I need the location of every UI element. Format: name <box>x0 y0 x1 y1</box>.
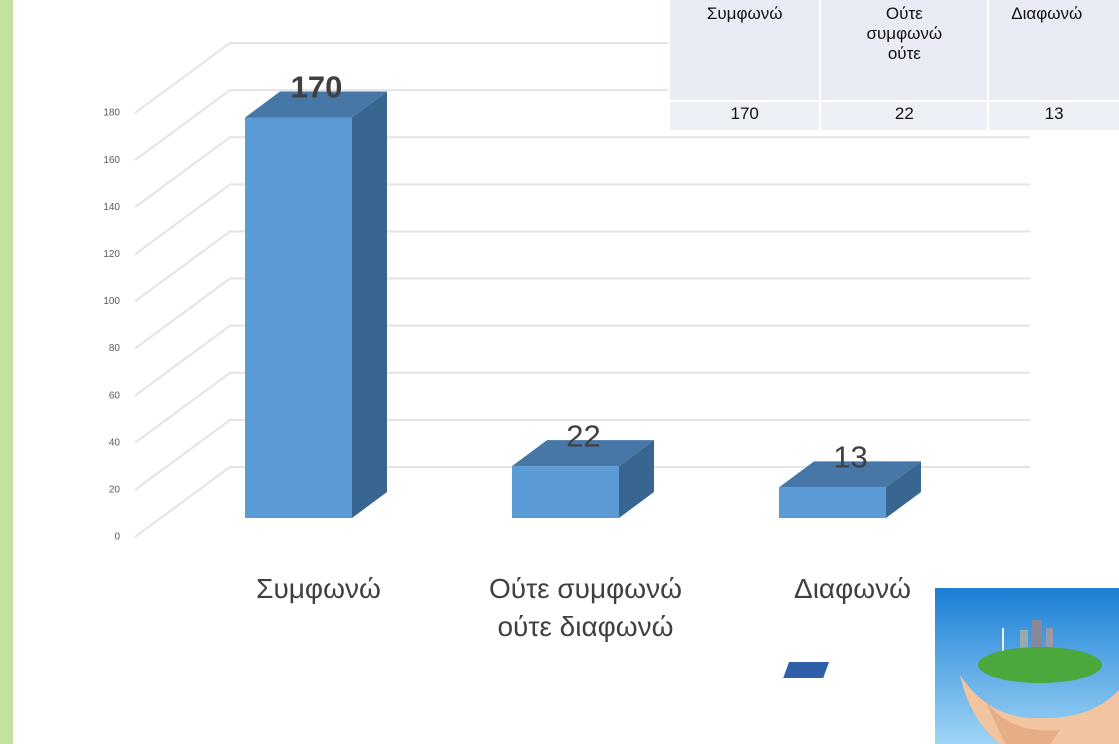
grid-line <box>134 466 1030 538</box>
table-value: 22 <box>819 100 989 130</box>
grid-line <box>134 371 1030 444</box>
y-tick-label: 180 <box>103 108 120 119</box>
bar-side <box>886 461 921 518</box>
side-strip <box>0 0 13 744</box>
bar-front <box>779 487 886 518</box>
data-label: 13 <box>833 440 867 475</box>
table-header: Διαφωνώ <box>987 0 1119 101</box>
table-header: Ούτε συμφωνώ ούτε <box>819 0 989 101</box>
bar-side <box>619 440 654 518</box>
y-tick-label: 20 <box>109 485 121 496</box>
bar-side <box>352 91 387 519</box>
grid-line <box>134 230 1030 303</box>
bar-top <box>245 91 387 118</box>
y-tick-label: 120 <box>103 249 120 260</box>
bar <box>779 461 921 518</box>
grid-line <box>134 136 1030 209</box>
x-tick-label: Συμφωνώ <box>256 573 381 604</box>
table-header-row: Συμφωνώ Ούτε συμφωνώ ούτε Διαφωνώ <box>667 0 1119 101</box>
y-tick-label: 80 <box>109 343 121 354</box>
y-tick-label: 60 <box>109 390 121 401</box>
bar <box>512 440 654 518</box>
table-value: 170 <box>667 100 821 130</box>
bar-front <box>245 117 352 519</box>
bar-top <box>779 461 921 488</box>
bar-top <box>512 440 654 467</box>
x-tick-label: Ούτε συμφωνώ ούτε διαφωνώ <box>488 573 683 642</box>
picture <box>783 588 1119 744</box>
table-header: Συμφωνώ <box>667 0 821 101</box>
grid-line <box>134 183 1030 256</box>
grid-line <box>134 324 1030 397</box>
y-tick-label: 0 <box>114 532 120 543</box>
y-tick-label: 40 <box>109 437 121 448</box>
bar <box>245 91 387 519</box>
table-value-row: 170 22 13 <box>667 100 1119 130</box>
data-label: 170 <box>291 70 343 105</box>
grid-line <box>134 418 1030 491</box>
y-tick-label: 100 <box>103 296 120 307</box>
data-label: 22 <box>566 418 600 453</box>
y-tick-label: 140 <box>103 202 120 213</box>
table-value: 13 <box>987 100 1119 130</box>
data-table: Συμφωνώ Ούτε συμφωνώ ούτε Διαφωνώ 170 22… <box>667 0 1119 130</box>
grid-line <box>134 277 1030 350</box>
y-tick-label: 160 <box>103 155 120 166</box>
x-tick-label: Διαφωνώ <box>794 573 911 604</box>
bar-front <box>512 466 619 518</box>
